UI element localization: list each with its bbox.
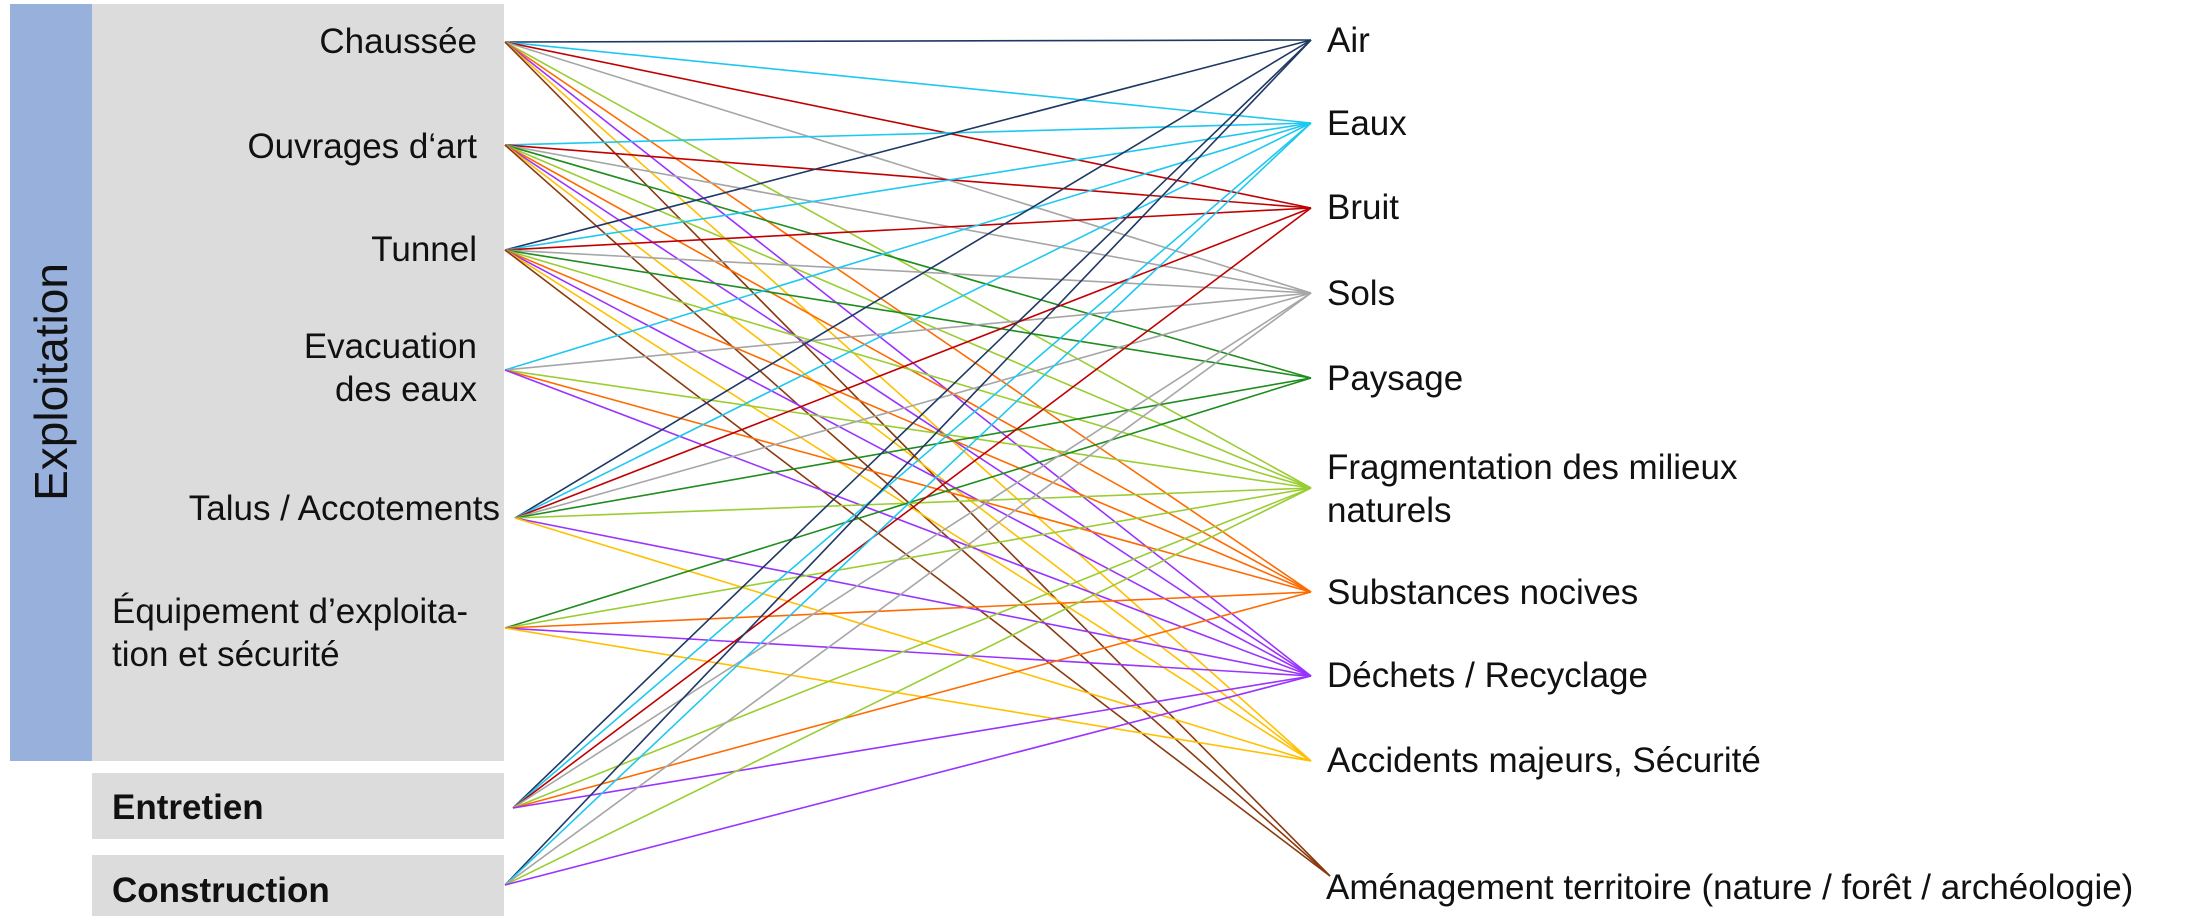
source-evacuation-des-eaux: Evacuation des eaux xyxy=(304,325,477,411)
link-evacuation-eaux xyxy=(504,122,1312,371)
construction-panel xyxy=(92,855,504,916)
target-paysage: Paysage xyxy=(1327,359,1464,398)
target-dechets-recyclage: Déchets / Recyclage xyxy=(1327,656,1648,695)
link-chaussee-accidents xyxy=(504,41,1312,762)
target-eaux: Eaux xyxy=(1327,104,1407,143)
target-fragmentation-line-1: Fragmentation des milieux xyxy=(1327,448,1738,487)
link-tunnel-amenagement xyxy=(504,249,1331,877)
link-tunnel-paysage xyxy=(504,249,1312,379)
link-tunnel-sols xyxy=(504,249,1312,294)
link-ouvrages-dechets xyxy=(504,144,1312,677)
link-entretien-sols xyxy=(512,292,1312,809)
source-evacuation-line-2: des eaux xyxy=(334,370,477,409)
link-evacuation-sols xyxy=(504,292,1312,371)
link-ouvrages-accidents xyxy=(504,144,1312,762)
source-equipement-exploitation-securite: Équipement d’exploita- tion et sécurité xyxy=(112,590,468,676)
target-fragmentation-line-2: naturels xyxy=(1327,491,1452,530)
link-tunnel-accidents xyxy=(504,249,1312,762)
link-construction-air xyxy=(504,39,1312,886)
link-chaussee-dechets xyxy=(504,41,1312,677)
link-tunnel-substances xyxy=(504,249,1312,593)
link-talus-dechets xyxy=(514,517,1312,677)
source-chaussee: Chaussée xyxy=(319,22,477,61)
link-ouvrages-paysage xyxy=(504,144,1312,379)
link-tunnel-air xyxy=(504,39,1312,251)
target-substances-nocives: Substances nocives xyxy=(1327,573,1639,612)
link-entretien-air xyxy=(512,39,1312,809)
link-ouvrages-bruit xyxy=(504,144,1312,209)
source-talus-accotements: Talus / Accotements xyxy=(188,489,500,528)
link-equipement-substances xyxy=(504,591,1312,629)
source-equipement-line-1: Équipement d’exploita- xyxy=(112,592,469,631)
source-construction: Construction xyxy=(112,871,330,910)
exploitation-panel xyxy=(92,4,504,761)
target-bruit: Bruit xyxy=(1327,188,1399,227)
link-construction-eaux xyxy=(504,122,1312,886)
link-tunnel-fragmentation xyxy=(504,249,1312,489)
target-accidents-majeurs: Accidents majeurs, Sécurité xyxy=(1327,741,1761,780)
link-ouvrages-amenagement xyxy=(504,144,1331,877)
link-talus-accidents xyxy=(514,517,1312,762)
link-talus-paysage xyxy=(514,377,1312,519)
link-entretien-dechets xyxy=(512,675,1312,809)
target-air: Air xyxy=(1327,21,1370,60)
link-chaussee-fragmentation xyxy=(504,41,1312,489)
source-equipement-line-2: tion et sécurité xyxy=(112,635,340,674)
link-construction-sols xyxy=(504,292,1312,886)
link-entretien-fragmentation xyxy=(512,487,1312,809)
link-chaussee-eaux xyxy=(504,41,1312,124)
target-amenagement-territoire: Aménagement territoire (nature / forêt /… xyxy=(1326,868,2134,907)
exploitation-label: Exploitation xyxy=(25,263,77,501)
link-equipement-dechets xyxy=(504,627,1312,677)
link-talus-fragmentation xyxy=(514,487,1312,519)
target-sols: Sols xyxy=(1327,274,1396,313)
link-ouvrages-fragmentation xyxy=(504,144,1312,489)
link-evacuation-fragmentation xyxy=(504,369,1312,489)
link-ouvrages-eaux xyxy=(504,122,1312,146)
link-entretien-eaux xyxy=(512,122,1312,809)
link-ouvrages-sols xyxy=(504,144,1312,294)
exploitation-band xyxy=(10,4,92,761)
link-construction-fragmentation xyxy=(504,487,1312,886)
entretien-panel xyxy=(92,773,504,839)
link-entretien-bruit xyxy=(512,207,1312,809)
link-chaussee-amenagement xyxy=(504,41,1331,877)
link-entretien-substances xyxy=(512,591,1312,809)
source-evacuation-line-1: Evacuation xyxy=(303,327,477,366)
link-evacuation-dechets xyxy=(504,369,1312,677)
link-talus-sols xyxy=(514,292,1312,519)
link-tunnel-bruit xyxy=(504,207,1312,251)
link-tunnel-eaux xyxy=(504,122,1312,251)
link-talus-bruit xyxy=(514,207,1312,519)
link-equipement-accidents xyxy=(504,627,1312,762)
link-equipement-fragmentation xyxy=(504,487,1312,629)
target-fragmentation: Fragmentation des milieux naturels xyxy=(1327,446,1737,532)
source-tunnel: Tunnel xyxy=(371,230,477,269)
link-chaussee-air xyxy=(504,39,1312,43)
source-entretien: Entretien xyxy=(112,788,264,827)
link-talus-eaux xyxy=(514,122,1312,519)
link-chaussee-sols xyxy=(504,41,1312,294)
link-construction-dechets xyxy=(504,675,1312,886)
source-ouvrages-d-art: Ouvrages d‘art xyxy=(247,127,477,166)
link-talus-air xyxy=(514,39,1312,519)
